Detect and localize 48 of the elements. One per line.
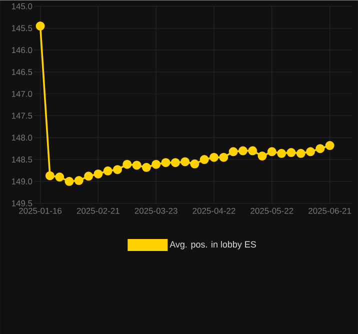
y-tick-label: 147.0: [12, 90, 32, 97]
point: [132, 160, 142, 170]
x-tick-label: 2025-05-22: [250, 208, 294, 214]
y-tick-label: 145.0: [12, 3, 32, 10]
point: [267, 147, 276, 156]
point: [170, 158, 180, 167]
point: [152, 160, 161, 169]
x-tick-label: 2025-04-22: [192, 208, 236, 214]
point: [122, 160, 132, 169]
y-tick-label: 147.5: [12, 112, 32, 119]
point: [200, 154, 209, 164]
point: [306, 147, 315, 156]
y-tick-label: 149.0: [12, 178, 32, 184]
point: [190, 159, 200, 168]
point: [316, 144, 325, 153]
point: [94, 169, 103, 178]
point: [286, 148, 296, 157]
point: [142, 162, 151, 172]
point: [161, 158, 170, 167]
point: [219, 152, 228, 162]
point: [84, 172, 94, 181]
x-tick-label: 2025-02-21: [76, 208, 120, 214]
point: [180, 157, 190, 166]
point: [74, 176, 84, 185]
point: [209, 152, 218, 162]
x-tick-label: 2025-06-21: [308, 208, 352, 214]
y-tick-label: 145.5: [12, 25, 32, 32]
point: [228, 147, 238, 156]
point: [55, 172, 64, 182]
y-tick-label: 146.5: [12, 68, 32, 75]
y-tick-label: 148.5: [12, 156, 32, 162]
point: [248, 146, 258, 156]
y-tick-label: 149.5: [12, 200, 32, 206]
point: [258, 151, 267, 160]
point: [238, 146, 248, 156]
point: [36, 21, 45, 30]
y-tick-label: 148.0: [12, 134, 32, 140]
point: [45, 171, 54, 180]
y-tick-label: 146.0: [12, 46, 32, 53]
x-tick-label: 2025-01-16: [19, 208, 62, 214]
x-tick-label: 2025-03-23: [134, 208, 178, 214]
point: [103, 166, 112, 176]
point: [112, 164, 122, 174]
point: [296, 148, 306, 158]
point: [277, 148, 286, 158]
point: [64, 176, 74, 186]
legend-label: Avg. pos. in lobby ES: [170, 240, 256, 250]
point: [325, 140, 334, 150]
